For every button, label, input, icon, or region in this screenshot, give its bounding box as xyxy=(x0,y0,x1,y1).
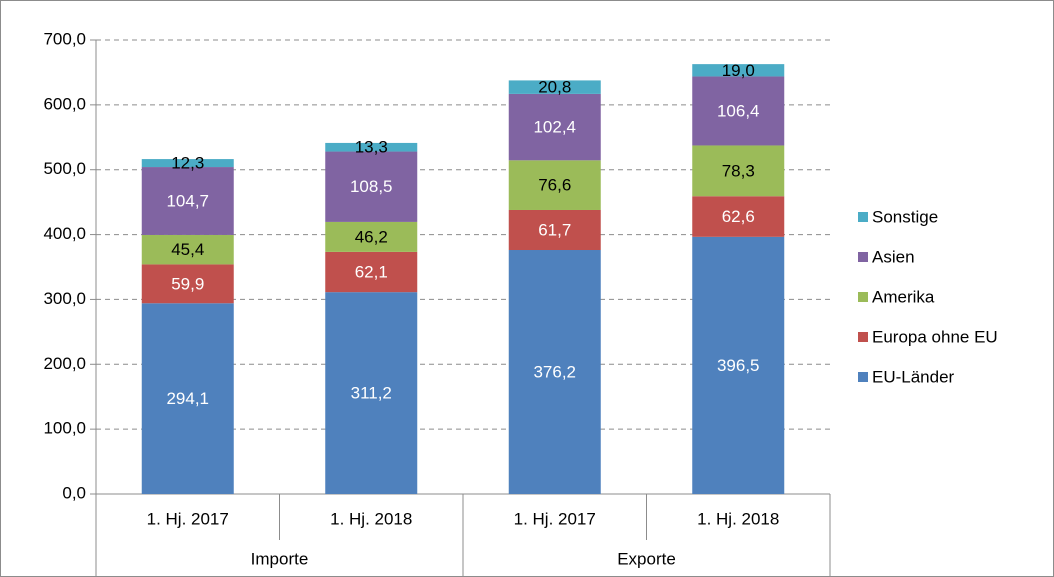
legend-swatch xyxy=(858,372,868,382)
y-tick-label: 300,0 xyxy=(43,289,86,308)
data-label: 45,4 xyxy=(171,240,204,259)
bar-segment xyxy=(325,221,418,252)
data-label: 396,5 xyxy=(717,356,760,375)
data-label: 106,4 xyxy=(717,101,760,120)
bar-segment xyxy=(325,251,418,293)
x-tick-label: 1. Hj. 2018 xyxy=(330,509,412,528)
bar-segment xyxy=(508,93,601,161)
bar-segment xyxy=(141,264,234,304)
bar-segment xyxy=(508,209,601,251)
data-label: 311,2 xyxy=(351,384,392,403)
data-label: 62,1 xyxy=(355,263,388,282)
data-label: 13,3 xyxy=(355,138,388,157)
bar-segment xyxy=(508,160,601,210)
legend-label: Europa ohne EU xyxy=(872,327,998,346)
legend-swatch xyxy=(858,212,868,222)
y-tick-label: 200,0 xyxy=(43,354,86,373)
legend-label: Sonstige xyxy=(872,207,938,226)
y-tick-label: 400,0 xyxy=(43,224,86,243)
bar-segment xyxy=(141,159,234,168)
group-label: Exporte xyxy=(617,549,676,568)
legend-label: Asien xyxy=(872,247,915,266)
data-label: 102,4 xyxy=(533,118,576,137)
data-label: 61,7 xyxy=(538,220,571,239)
data-label: 46,2 xyxy=(355,227,388,246)
y-tick-label: 700,0 xyxy=(43,29,86,48)
bar-segment xyxy=(692,145,785,197)
bar-segment xyxy=(325,292,418,494)
data-label: 19,0 xyxy=(722,61,755,80)
legend-swatch xyxy=(858,332,868,342)
data-label: 78,3 xyxy=(722,161,755,180)
data-label: 59,9 xyxy=(171,274,204,293)
bar-segment xyxy=(692,64,785,77)
legend-swatch xyxy=(858,252,868,262)
y-tick-label: 600,0 xyxy=(43,94,86,113)
bar-segment xyxy=(141,167,234,235)
bar-segment xyxy=(325,142,418,152)
data-label: 62,6 xyxy=(722,207,755,226)
data-label: 12,3 xyxy=(171,154,204,173)
bar-segment xyxy=(508,250,601,494)
bar-segment xyxy=(325,151,418,222)
data-label: 108,5 xyxy=(350,177,393,196)
x-tick-label: 1. Hj. 2017 xyxy=(147,509,229,528)
legend-label: EU-Länder xyxy=(872,367,955,386)
data-label: 376,2 xyxy=(533,362,576,381)
y-tick-label: 100,0 xyxy=(43,419,86,438)
x-tick-label: 1. Hj. 2017 xyxy=(514,509,596,528)
y-tick-label: 0,0 xyxy=(62,483,86,502)
data-label: 104,7 xyxy=(166,191,209,210)
bar-segment xyxy=(692,196,785,237)
legend-label: Amerika xyxy=(872,287,935,306)
bar-segment xyxy=(692,76,785,146)
data-label: 76,6 xyxy=(538,176,571,195)
x-tick-label: 1. Hj. 2018 xyxy=(697,509,779,528)
bar-segment xyxy=(508,80,601,94)
y-tick-label: 500,0 xyxy=(43,159,86,178)
bar-segment xyxy=(141,234,234,265)
group-label: Importe xyxy=(251,549,309,568)
legend-swatch xyxy=(858,292,868,302)
data-label: 20,8 xyxy=(538,78,571,97)
data-label: 294,1 xyxy=(166,389,209,408)
bar-segment xyxy=(141,303,234,494)
bar-segment xyxy=(692,236,785,494)
